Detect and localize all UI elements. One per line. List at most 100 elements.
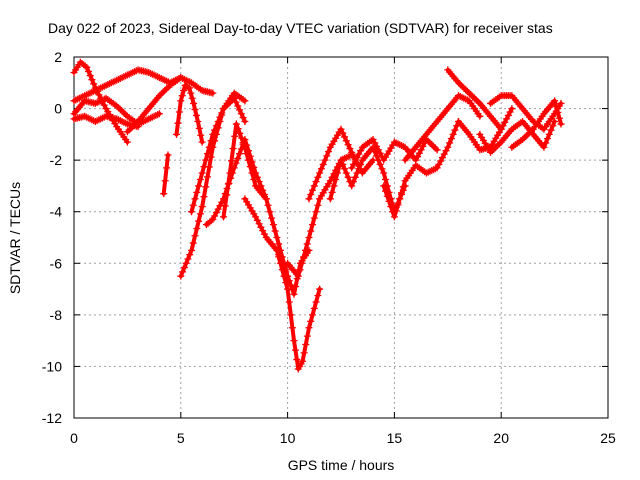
data-point [285,298,293,306]
data-series-sat-track-18 [380,117,462,221]
data-point [275,253,283,261]
data-point [229,145,237,153]
data-point [303,332,311,340]
data-point [271,227,279,235]
data-point [187,89,195,97]
data-point [312,178,320,186]
data-point [188,94,196,102]
data-series-sat-track-8 [177,89,249,280]
data-point [549,122,557,130]
data-point [250,175,258,183]
data-point [385,197,393,205]
data-point [339,160,347,168]
data-point [241,117,249,125]
data-series-sat-track-15 [305,125,377,203]
data-point [389,208,397,216]
data-point [349,178,357,186]
data-point [237,110,245,118]
data-point [85,67,93,75]
data-point [123,138,131,146]
data-point [373,152,381,160]
data-point [164,151,172,159]
data-point [351,173,359,181]
data-point [189,201,197,209]
x-tick-label: 20 [493,430,509,446]
data-point [312,208,320,216]
data-point [307,191,315,199]
data-point [284,285,292,293]
data-point [307,227,315,235]
data-point [204,173,211,181]
data-point [205,143,213,151]
data-point [300,349,308,357]
data-point [287,311,295,319]
data-point [394,201,402,209]
data-point [230,94,238,102]
data-point [508,105,516,113]
data-point [309,186,317,194]
data-point [160,190,168,198]
data-point [193,188,201,196]
y-tick-label: 0 [54,101,62,117]
data-marks [70,58,565,373]
data-point [224,180,232,188]
data-point [232,98,240,106]
plot-frame [73,56,609,419]
data-series-sat-track-9 [187,94,249,216]
data-point [264,201,272,209]
data-point [554,108,562,116]
y-tick-label: 2 [54,49,62,65]
data-point [294,272,302,280]
data-point [248,169,256,177]
data-point [355,165,363,173]
data-point [212,122,220,130]
data-point [209,130,217,138]
data-point [192,111,200,119]
data-point [446,139,454,147]
data-point [228,157,236,165]
data-point [392,207,400,215]
data-point [305,324,313,332]
data-point [383,192,391,200]
data-point [196,210,204,218]
data-point [557,99,565,107]
data-point [309,221,317,229]
data-point [346,145,354,153]
data-point [296,266,304,274]
series-line [161,153,170,196]
x-tick-label: 5 [177,430,185,446]
data-point [316,285,324,293]
data-point [198,138,206,146]
data-point [200,163,208,171]
data-point [234,102,242,110]
data-point [280,272,288,280]
data-point [342,137,350,145]
data-point [268,214,276,222]
data-point [357,160,365,168]
data-point [184,255,192,263]
data-point [231,132,239,140]
data-point [451,126,459,134]
data-point [163,164,171,172]
data-point [232,159,240,167]
x-tick-label: 0 [70,430,78,446]
y-tick-label: -4 [50,204,63,220]
data-point [378,165,386,173]
data-point [197,131,205,139]
data-point [184,83,192,91]
data-point [161,177,169,185]
data-point [179,268,187,276]
data-point [310,304,318,312]
data-series-sat-track-5 [123,74,217,136]
data-point [337,125,345,133]
data-point [198,203,206,211]
data-point [269,221,277,229]
data-point [314,173,322,181]
data-series-sat-track-13 [273,246,324,373]
data-point [551,97,559,105]
data-point [88,76,96,84]
data-point [314,292,322,300]
y-tick-label: -8 [50,307,63,323]
data-point [190,99,198,107]
data-point [552,103,560,111]
